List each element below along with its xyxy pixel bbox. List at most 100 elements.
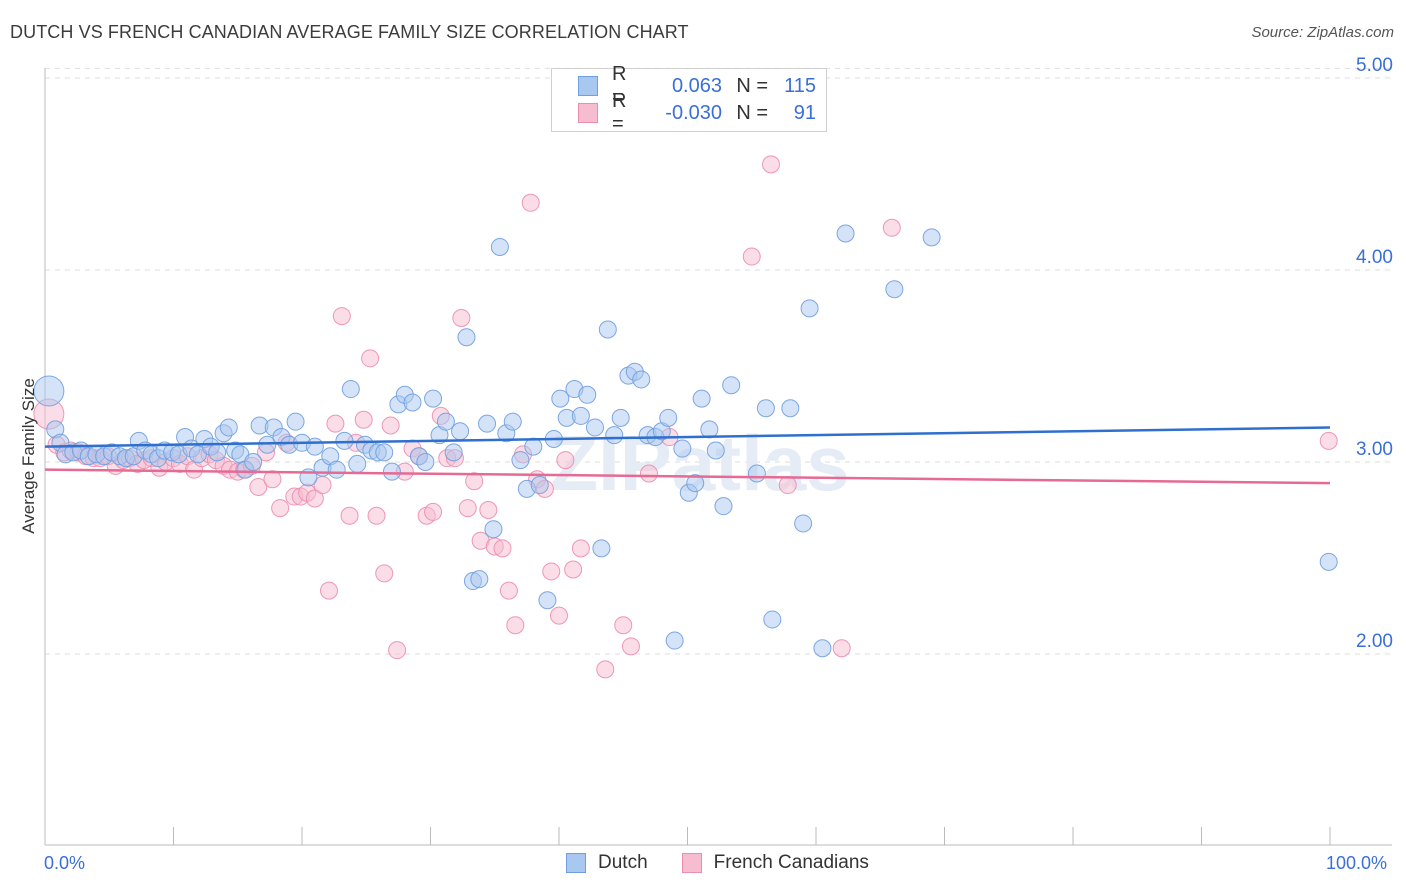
n-label: N =: [736, 101, 768, 124]
dutch-point: [530, 476, 549, 495]
dutch-swatch: [578, 76, 598, 96]
dutch-point: [714, 497, 733, 516]
r-label: R =: [612, 63, 627, 108]
dutch-point: [538, 591, 557, 610]
dutch-point: [781, 399, 800, 418]
french-canadians-points: [33, 155, 1338, 679]
french-canadians-point: [499, 581, 518, 600]
dutch-point: [478, 414, 497, 433]
french-canadians-point: [542, 562, 561, 581]
y-tick-label-2: 2.00: [1356, 631, 1393, 652]
dutch-point: [219, 418, 238, 437]
dutch-point: [327, 460, 346, 479]
french-canadians-point: [742, 247, 761, 266]
dutch-point: [470, 570, 489, 589]
french-canadians-point: [361, 349, 380, 368]
french-canadians-point: [596, 660, 615, 679]
n-value: 91: [793, 101, 816, 124]
dutch-swatch: [566, 853, 586, 873]
dutch-point: [382, 462, 401, 481]
dutch-point: [578, 385, 597, 404]
legend-row-french: R = -0.030 N = 91: [578, 90, 816, 135]
french-canadians-point: [388, 641, 407, 660]
french-canadians-point: [564, 560, 583, 579]
dutch-point: [208, 443, 227, 462]
dutch-point: [813, 639, 832, 658]
dutch-point: [33, 375, 65, 407]
dutch-point: [375, 443, 394, 462]
dutch-point: [885, 280, 904, 299]
y-axis-label: Average Family Size: [19, 378, 38, 534]
french-canadians-point: [571, 539, 590, 558]
chart-title: DUTCH VS FRENCH CANADIAN AVERAGE FAMILY …: [10, 22, 689, 42]
french-canadians-point: [882, 218, 901, 237]
dutch-point: [490, 237, 509, 256]
dutch-point: [686, 474, 705, 493]
dutch-point: [632, 370, 651, 389]
dutch-point: [524, 437, 543, 456]
dutch-point: [444, 443, 463, 462]
dutch-point: [794, 514, 813, 533]
french-canadians-point: [249, 477, 268, 496]
french-canadians-point: [621, 637, 640, 656]
dutch-point: [763, 610, 782, 629]
french-swatch: [681, 853, 702, 873]
dutch-point: [673, 439, 692, 458]
dutch-point: [692, 389, 711, 408]
dutch-point: [1319, 552, 1338, 571]
dutch-point: [424, 389, 443, 408]
y-tick-labels: 2.00 3.00 4.00 5.00: [1356, 55, 1393, 652]
dutch-point: [722, 376, 741, 395]
dutch-point: [305, 437, 324, 456]
french-canadians-point: [326, 414, 345, 433]
dutch-point: [348, 454, 367, 473]
french-canadians-point: [479, 501, 498, 519]
dutch-point: [436, 412, 455, 431]
dutch-points: [33, 224, 1338, 658]
y-tick-label-4: 4.00: [1356, 247, 1393, 268]
french-swatch: [578, 103, 598, 123]
french-canadians-point: [458, 499, 477, 518]
dutch-point: [700, 420, 719, 439]
series-legend: Dutch French Canadians: [566, 852, 903, 874]
axes: [44, 68, 1392, 846]
french-canadians-point: [1319, 431, 1338, 450]
legend-row-dutch: R = 0.063 N = 115: [578, 63, 816, 108]
dutch-trend-line: [44, 426, 1331, 448]
french-canadians-point: [305, 489, 324, 508]
dutch-point: [503, 412, 522, 431]
french-canadians-point: [506, 616, 525, 635]
r-label: R =: [612, 90, 627, 135]
french-canadians-point: [550, 606, 568, 625]
french-canadians-point: [375, 564, 394, 583]
french-canadians-point: [832, 639, 851, 658]
dutch-point: [598, 320, 617, 339]
x-tick-max: 100.0%: [1326, 853, 1388, 873]
french-canadians-point: [271, 499, 290, 518]
dutch-point: [659, 408, 678, 427]
french-canadians-point: [332, 307, 351, 326]
dutch-point: [592, 539, 611, 558]
french-canadians-point: [367, 506, 386, 525]
dutch-point: [585, 418, 604, 437]
french-canadians-point: [263, 470, 282, 489]
gridlines: [45, 67, 1392, 655]
dutch-point: [836, 224, 855, 243]
legend-label-dutch: Dutch: [598, 852, 648, 873]
r-value: -0.030: [665, 101, 722, 124]
legend-item-dutch[interactable]: Dutch: [566, 852, 648, 874]
dutch-point: [756, 399, 775, 418]
dutch-point: [511, 451, 530, 470]
french-canadians-point: [521, 193, 540, 212]
french-canadians-point: [319, 581, 338, 600]
dutch-point: [484, 520, 503, 539]
dutch-point: [258, 435, 277, 454]
legend-item-french[interactable]: French Canadians: [681, 852, 869, 874]
dutch-point: [341, 380, 360, 399]
french-canadians-point: [639, 464, 658, 483]
n-label: N =: [736, 74, 768, 97]
french-canadians-point: [465, 472, 484, 491]
french-canadians-trend-line: [44, 468, 1331, 485]
correlation-legend: R = 0.063 N = 115 R = -0.030 N = 91: [551, 63, 827, 135]
y-tick-label-3: 3.00: [1356, 439, 1393, 460]
